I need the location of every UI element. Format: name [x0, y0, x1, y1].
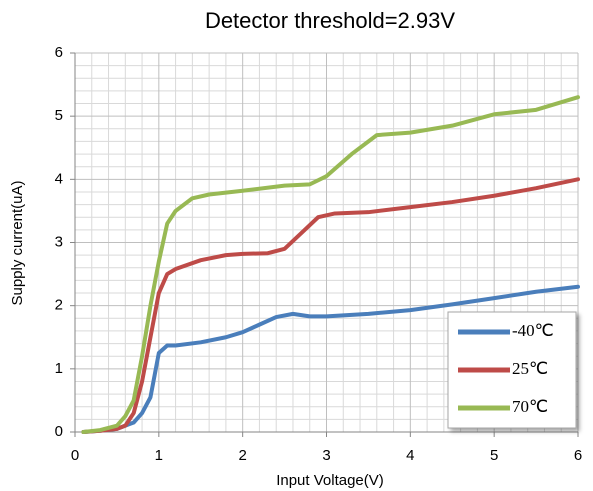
x-tick-label: 0	[71, 447, 79, 464]
x-tick-label: 5	[490, 447, 498, 464]
y-tick-label: 6	[55, 44, 63, 61]
legend-label: 25℃	[512, 359, 548, 378]
x-tick-label: 2	[238, 447, 246, 464]
y-tick-label: 5	[55, 107, 63, 124]
x-tick-label: 6	[574, 447, 582, 464]
x-tick-label: 1	[155, 447, 163, 464]
data-line	[81, 284, 580, 434]
x-tick-label: 4	[406, 447, 414, 464]
y-tick-label: 3	[55, 233, 63, 250]
legend: -40℃ 25℃ 70℃	[447, 311, 577, 429]
legend-label: -40℃	[512, 321, 554, 340]
chart-title: Detector threshold=2.93V	[205, 8, 455, 33]
y-tick-label: 2	[55, 297, 63, 314]
y-axis-label: Supply current(uA)	[9, 180, 26, 305]
plot	[81, 95, 580, 434]
data-line	[81, 177, 580, 434]
legend-label: 70℃	[512, 397, 548, 416]
y-tick-label: 1	[55, 360, 63, 377]
data-line	[81, 95, 580, 434]
x-axis-label: Input Voltage(V)	[276, 472, 384, 489]
y-tick-label: 4	[55, 170, 63, 187]
x-tick-label: 3	[322, 447, 330, 464]
y-tick-label: 0	[55, 423, 63, 440]
